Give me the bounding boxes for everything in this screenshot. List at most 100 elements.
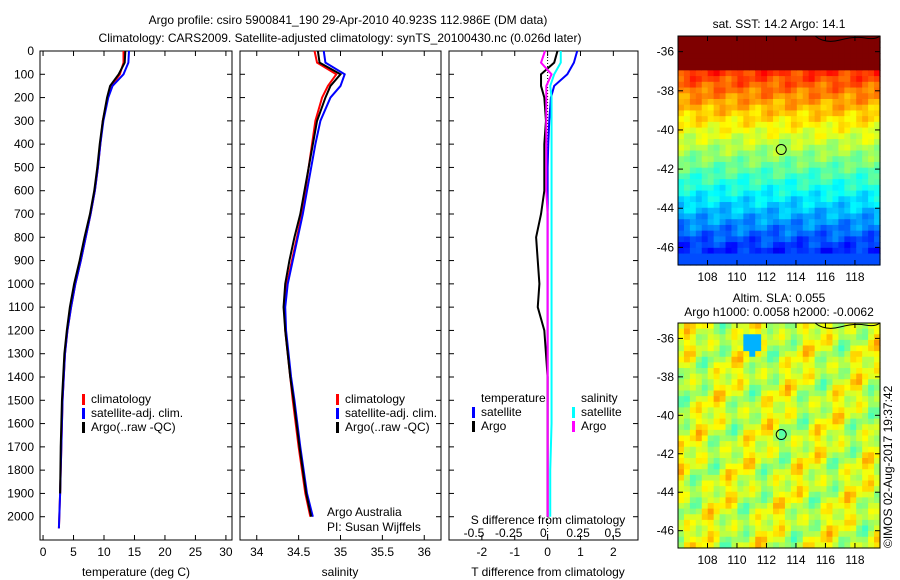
sla-map-cell xyxy=(737,373,744,380)
sst-map-cell xyxy=(761,127,768,134)
sla-map-cell xyxy=(820,418,828,425)
sla-map-cell xyxy=(683,469,691,476)
sla-map-cell xyxy=(749,339,756,347)
sla-map-cell xyxy=(820,390,828,397)
sla-map-cell xyxy=(713,508,721,515)
sla-map-cell xyxy=(773,486,780,493)
sst-map-cell xyxy=(719,116,727,123)
sst-map-cell xyxy=(832,259,840,266)
sla-map-cell xyxy=(707,424,715,431)
sst-map-cell xyxy=(796,236,804,243)
sst-map-cell xyxy=(814,104,822,112)
sst-map-cell xyxy=(755,104,762,112)
sla-map-cell xyxy=(796,514,804,521)
sla-map-cell xyxy=(701,536,709,543)
sst-map-cell xyxy=(761,213,768,220)
sla-map-cell xyxy=(749,362,756,369)
x-tick-label: 20 xyxy=(158,545,172,559)
sst-map-cell xyxy=(850,58,857,66)
sst-map-cell xyxy=(820,167,828,174)
sla-map-cell xyxy=(695,519,703,527)
sst-map-cell xyxy=(874,247,881,255)
sst-map-cell xyxy=(689,41,697,49)
sst-map-cell xyxy=(814,121,822,129)
sla-map-cell xyxy=(743,351,750,358)
sla-map-cell xyxy=(731,503,739,510)
sst-map-cell xyxy=(749,156,756,163)
sla-map-cell xyxy=(725,497,733,504)
sla-map-cell xyxy=(862,356,869,363)
sst-map-cell xyxy=(767,93,774,100)
sst-map-cell xyxy=(784,179,792,186)
sst-map-cell xyxy=(737,207,744,215)
sla-map-cell xyxy=(844,424,851,431)
sla-map-cell xyxy=(719,542,727,549)
sla-map-cell xyxy=(773,452,780,459)
sst-map-cell xyxy=(755,242,762,249)
sla-map-cell xyxy=(779,519,786,527)
sst-map-cell xyxy=(773,58,780,66)
sst-map-title: sat. SST: 14.2 Argo: 14.1 xyxy=(713,17,846,31)
sst-map-cell xyxy=(838,213,845,220)
sla-map-cell xyxy=(731,424,739,431)
sst-map-cell xyxy=(779,58,786,66)
sla-map-cell xyxy=(701,390,709,397)
sst-map-cell xyxy=(683,190,691,197)
sla-map-cell xyxy=(725,503,733,510)
sla-map-cell xyxy=(826,424,834,431)
sst-map-cell xyxy=(695,167,703,174)
sla-map-cell xyxy=(725,474,733,482)
sla-map-cell xyxy=(814,525,822,532)
sla-map-cell xyxy=(838,401,845,408)
sst-map-cell xyxy=(749,41,756,49)
sst-map-cell xyxy=(832,242,840,249)
sla-map-cell xyxy=(755,508,762,515)
sla-map-cell xyxy=(850,519,857,527)
sst-map-cell xyxy=(862,173,869,180)
sla-map-cell xyxy=(844,356,851,363)
sst-map-cell xyxy=(695,64,703,71)
sla-map-cell xyxy=(868,542,875,549)
sst-map-cell xyxy=(862,76,869,83)
sla-map-cell xyxy=(779,351,786,358)
sla-map-cell xyxy=(779,328,786,335)
sla-map-cell xyxy=(761,328,768,335)
sst-map-cell xyxy=(850,133,857,140)
sst-map-cell xyxy=(832,81,840,89)
sla-map-cell xyxy=(874,536,881,543)
sla-map-cell xyxy=(862,373,869,380)
sst-map-cell xyxy=(820,121,828,129)
sla-map-cell xyxy=(719,356,727,363)
sla-map-cell xyxy=(838,497,845,504)
sst-map-cell xyxy=(820,47,828,54)
sst-map-cell xyxy=(850,64,857,71)
sla-map-cell xyxy=(761,514,768,521)
sst-map-cell xyxy=(814,259,822,266)
sla-map-cell xyxy=(683,373,691,380)
sla-map-cell xyxy=(790,401,798,408)
s-diff-legend-swatch xyxy=(572,407,575,418)
sla-map-cell xyxy=(790,334,798,341)
sla-map-cell xyxy=(790,480,798,487)
sst-map-cell xyxy=(844,156,851,163)
sla-map-cell xyxy=(731,351,739,358)
sla-map-cell xyxy=(707,351,715,358)
sst-map-cell xyxy=(850,41,857,49)
sla-map-title: Altim. SLA: 0.055 xyxy=(733,291,826,305)
sla-map-cell xyxy=(737,413,744,420)
sst-map-cell xyxy=(767,64,774,71)
sla-map-cell xyxy=(743,356,750,363)
sla-map-cell xyxy=(707,542,715,549)
sla-map-cell xyxy=(773,418,780,425)
sla-map-cell xyxy=(790,418,798,425)
sst-map-cell xyxy=(707,236,715,243)
sst-map-cell xyxy=(695,236,703,243)
sst-map-cell xyxy=(773,213,780,220)
sla-map-cell xyxy=(868,452,875,459)
sla-map-cell xyxy=(868,418,875,425)
sst-map-cell xyxy=(695,213,703,220)
sst-map-cell xyxy=(826,184,834,192)
sst-map-cell xyxy=(832,179,840,186)
sst-map-cell xyxy=(743,150,750,157)
sla-map-cell xyxy=(743,435,750,442)
